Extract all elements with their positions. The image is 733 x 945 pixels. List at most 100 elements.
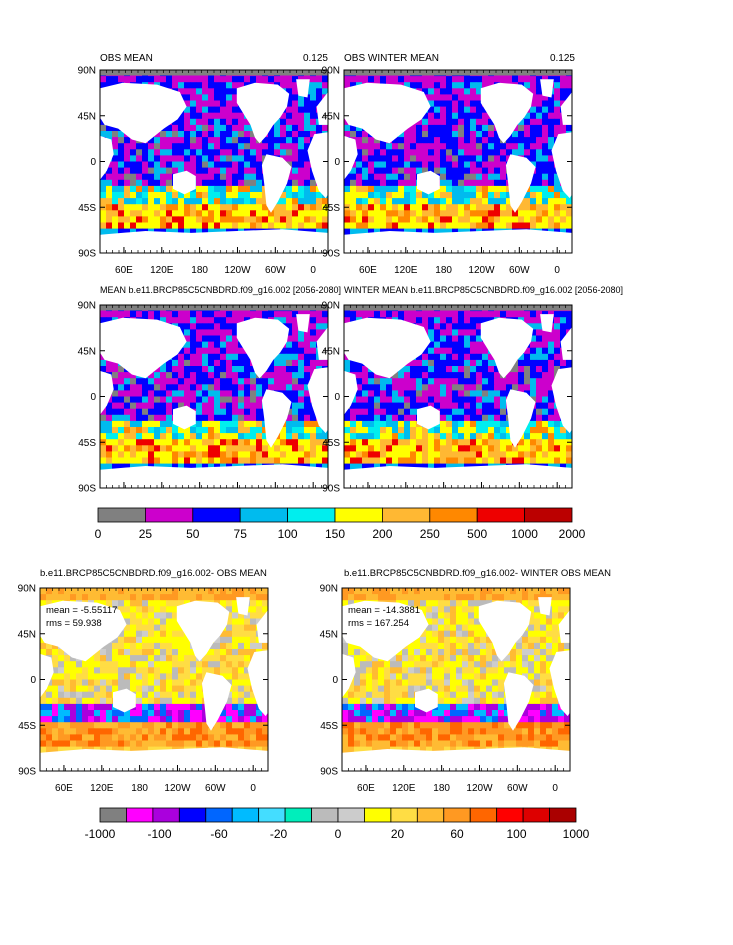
- heat-cell: [304, 335, 311, 342]
- heat-cell: [154, 451, 161, 458]
- heat-cell: [488, 204, 495, 211]
- heat-cell: [208, 137, 215, 144]
- heat-cell: [530, 329, 537, 336]
- heat-cell: [398, 414, 405, 422]
- heat-cell: [184, 329, 191, 336]
- heat-cell: [440, 311, 447, 318]
- heat-cell: [524, 137, 531, 144]
- heat-cell: [350, 82, 357, 89]
- heat-cell: [536, 427, 543, 434]
- heat-cell: [434, 167, 441, 175]
- heat-cell: [244, 167, 251, 175]
- heat-cell: [410, 396, 417, 403]
- heat-cell: [416, 82, 423, 89]
- heat-cell: [368, 185, 375, 193]
- heat-cell: [530, 112, 537, 120]
- heat-cell: [232, 420, 239, 428]
- heat-cell: [386, 408, 393, 416]
- heat-cell: [106, 457, 113, 464]
- heat-cell: [500, 311, 507, 318]
- heat-cell: [148, 390, 155, 397]
- heat-cell: [374, 378, 381, 385]
- heat-cell: [220, 427, 227, 434]
- heat-cell: [190, 402, 197, 410]
- heat-cell: [178, 359, 185, 367]
- heat-cell: [232, 366, 239, 373]
- heat-cell: [356, 137, 363, 144]
- heat-cell: [250, 427, 257, 434]
- heat-cell: [124, 179, 131, 187]
- heat-cell: [190, 378, 197, 385]
- heat-cell: [148, 402, 155, 410]
- heat-cell: [232, 143, 239, 150]
- heat-cell: [536, 353, 543, 361]
- heat-cell: [488, 192, 495, 199]
- heat-cell: [422, 76, 429, 83]
- heat-cell: [530, 192, 537, 199]
- heat-cell: [130, 210, 137, 217]
- heat-cell: [530, 433, 537, 440]
- heat-cell: [488, 124, 495, 132]
- heat-cell: [118, 198, 125, 205]
- heat-cell: [446, 420, 453, 428]
- heat-cell: [554, 366, 561, 373]
- heat-cell: [476, 396, 483, 403]
- heat-cell: [452, 457, 459, 464]
- heat-cell: [458, 106, 465, 114]
- heat-cell: [542, 414, 549, 422]
- heat-cell: [476, 359, 483, 367]
- heat-cell: [184, 366, 191, 373]
- heat-cell: [392, 161, 399, 168]
- heat-cell: [416, 76, 423, 83]
- heat-cell: [106, 131, 113, 138]
- heat-cell: [374, 311, 381, 318]
- heat-cell: [536, 124, 543, 132]
- heat-cell: [422, 155, 429, 162]
- heat-cell: [208, 396, 215, 403]
- heat-cell: [464, 335, 471, 342]
- heat-cell: [554, 198, 561, 205]
- heat-cell: [124, 439, 131, 446]
- heat-cell: [196, 323, 203, 330]
- heat-cell: [226, 185, 233, 193]
- heat-cell: [118, 131, 125, 138]
- heat-cell: [488, 420, 495, 428]
- heat-cell: [184, 445, 191, 452]
- heat-cell: [548, 341, 555, 349]
- heat-cell: [362, 402, 369, 410]
- heat-cell: [344, 359, 351, 367]
- heat-cell: [232, 451, 239, 458]
- heat-cell: [362, 414, 369, 422]
- heat-cell: [542, 216, 549, 223]
- heat-cell: [380, 143, 387, 150]
- heat-cell: [536, 378, 543, 385]
- heat-cell: [482, 396, 489, 403]
- heat-cell: [112, 463, 119, 471]
- heat-cell: [196, 106, 203, 114]
- heat-cell: [190, 155, 197, 162]
- heat-cell: [238, 118, 245, 126]
- heat-cell: [274, 143, 281, 150]
- heat-cell: [410, 198, 417, 205]
- heat-cell: [262, 384, 269, 391]
- heat-cell: [148, 384, 155, 391]
- heat-cell: [542, 408, 549, 416]
- heat-cell: [410, 216, 417, 223]
- heat-cell: [172, 118, 179, 126]
- heat-cell: [256, 451, 263, 458]
- heat-cell: [304, 372, 311, 379]
- heat-cell: [398, 173, 405, 181]
- heat-cell: [280, 216, 287, 223]
- heat-cell: [362, 216, 369, 223]
- landmass: [540, 314, 554, 333]
- heat-cell: [220, 420, 227, 428]
- heat-cell: [428, 445, 435, 452]
- heat-cell: [226, 198, 233, 205]
- heat-cell: [166, 414, 173, 422]
- heat-cell: [190, 192, 197, 199]
- heat-cell: [482, 427, 489, 434]
- heat-cell: [274, 439, 281, 446]
- heat-cell: [184, 198, 191, 205]
- heat-cell: [268, 143, 275, 150]
- heat-cell: [190, 323, 197, 330]
